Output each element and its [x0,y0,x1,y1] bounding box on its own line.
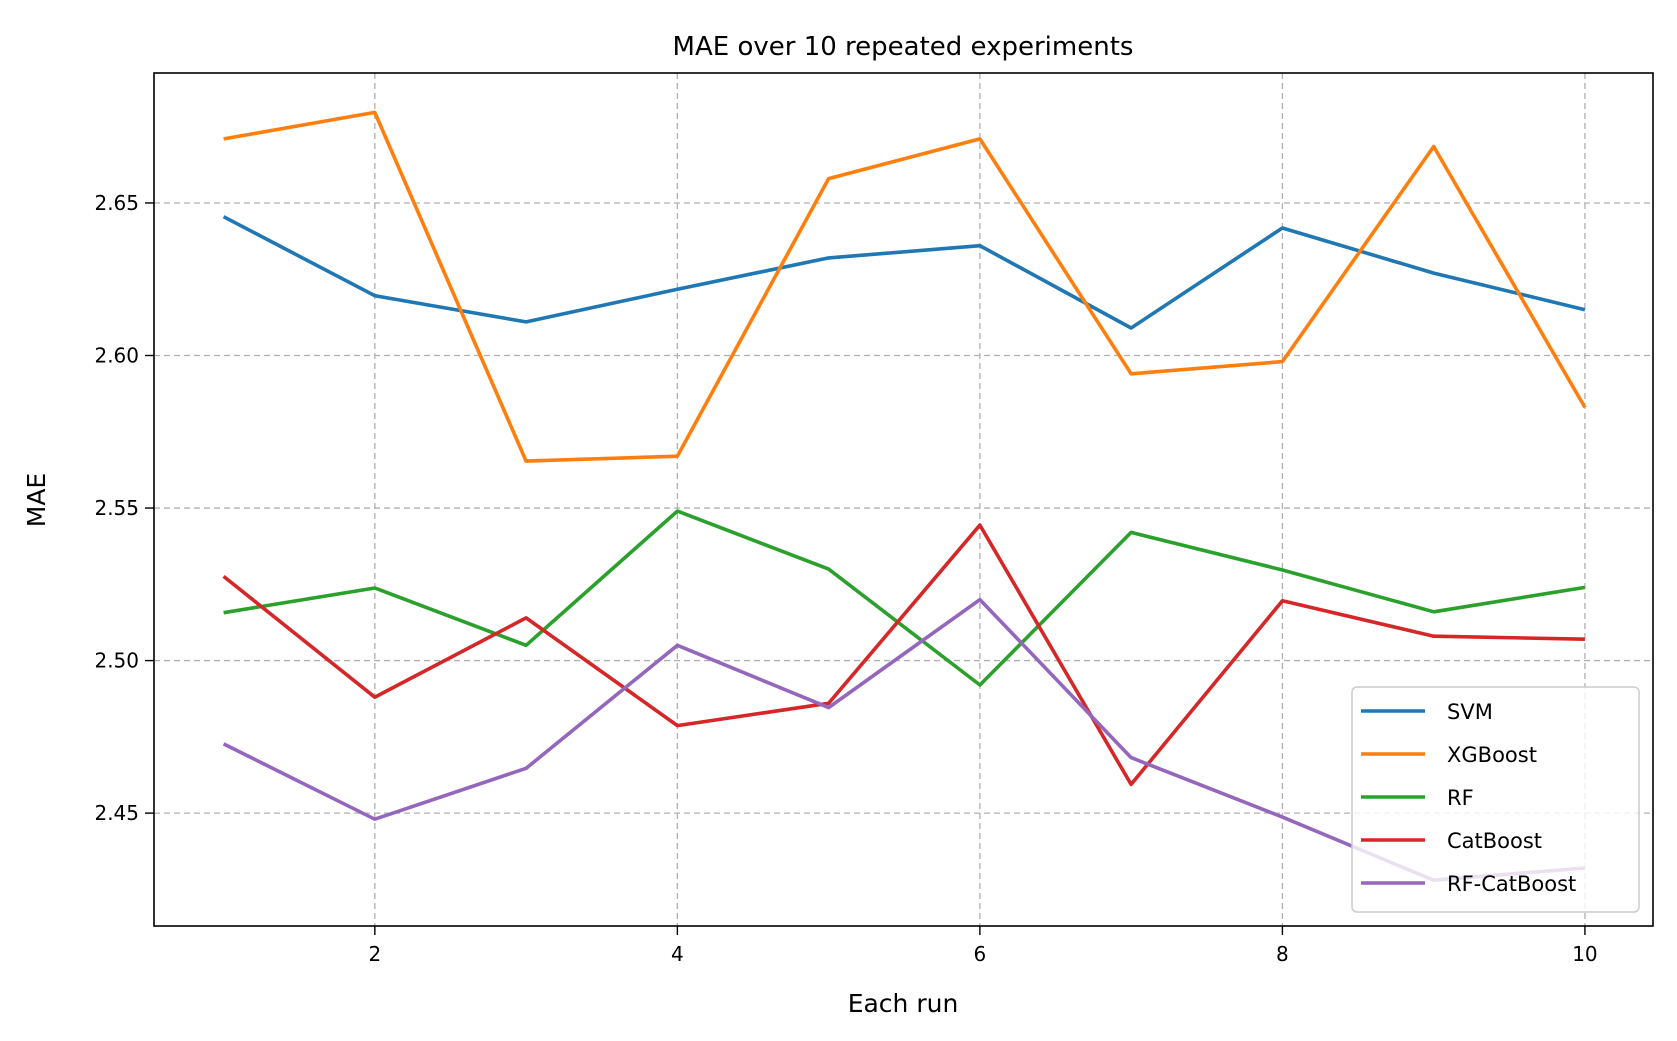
series-line-rf [223,509,1586,687]
y-tick-label: 2.45 [94,801,139,825]
x-tick-label: 4 [671,942,684,966]
y-tick-label: 2.65 [94,191,139,215]
axis-ticks: 2 4 6 8 10 2.45 2.50 2.55 2.60 2.65 [94,191,1597,966]
series-lines [222,110,1587,883]
legend-label-svm: SVM [1447,700,1493,724]
series-line-xgboost [223,110,1587,463]
x-tick-label: 10 [1572,942,1597,966]
y-tick-label: 2.50 [94,649,139,673]
x-tick-label: 6 [974,942,987,966]
x-tick-label: 2 [368,942,381,966]
x-axis-label: Each run [848,989,959,1018]
legend: SVM XGBoost RF CatBoost RF-CatBoost [1351,686,1640,913]
legend-label-xgboost: XGBoost [1447,743,1537,767]
plot-frame [153,72,1654,927]
chart-title: MAE over 10 repeated experiments [673,32,1134,62]
y-tick-label: 2.60 [94,344,139,368]
series-line-catboost [222,523,1585,787]
legend-box [1351,686,1640,913]
series-line-svm [222,215,1586,330]
x-tick-label: 8 [1276,942,1289,966]
legend-label-rf-catboost: RF-CatBoost [1447,872,1576,896]
legend-label-catboost: CatBoost [1447,829,1542,853]
y-axis-label: MAE [22,473,51,527]
y-tick-label: 2.55 [94,496,139,520]
legend-label-rf: RF [1447,786,1474,810]
